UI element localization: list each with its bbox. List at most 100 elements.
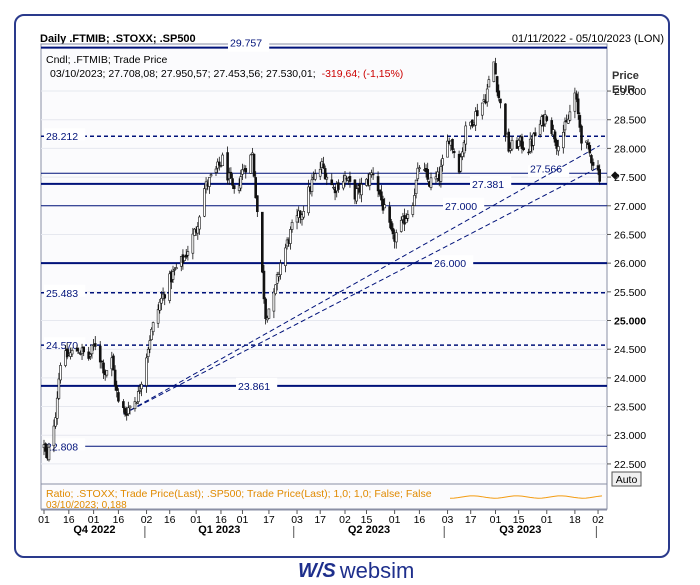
legend-change: -319,64; (-1,15%) <box>322 68 404 80</box>
candle-body <box>310 179 314 192</box>
level-label-bg <box>44 284 86 297</box>
level-label-bg <box>44 128 86 141</box>
candle-body <box>232 185 236 190</box>
x-tick-label: 01 <box>490 514 502 526</box>
candle-body <box>527 151 530 154</box>
candle-body <box>323 168 327 180</box>
candles <box>42 57 601 462</box>
x-tick-label: 16 <box>113 514 125 526</box>
candle-body <box>429 177 433 188</box>
candle-body <box>150 328 153 340</box>
candle-body <box>568 111 572 121</box>
y-tick-label: 22.500 <box>614 459 646 471</box>
candle-body <box>461 151 464 157</box>
y-tick-label: 26.000 <box>614 258 646 270</box>
level-label: 27.381 <box>472 179 504 191</box>
x-tick-label: 17 <box>314 514 326 526</box>
price-axis-label: Price <box>612 70 639 82</box>
candle-body <box>77 352 81 354</box>
candle-body <box>93 343 97 347</box>
x-tick-label: 01 <box>237 514 249 526</box>
x-tick-label: 02 <box>141 514 153 526</box>
level-label: 27.000 <box>445 201 477 213</box>
candle-body <box>360 184 363 196</box>
candle-body <box>275 274 279 284</box>
candle-body <box>98 345 102 363</box>
candle-body <box>464 125 468 145</box>
candle-body <box>75 347 79 352</box>
candle-body <box>168 273 171 301</box>
candle-body <box>265 317 269 321</box>
candle-body <box>413 195 416 206</box>
candle-body <box>462 142 466 154</box>
candle-body <box>231 178 234 186</box>
candle-body <box>135 402 138 404</box>
auto-button-frame[interactable] <box>611 471 642 487</box>
x-tick-label: 01 <box>88 514 100 526</box>
candle-body <box>376 176 380 192</box>
candle-body <box>371 173 375 176</box>
x-tick-label: 02 <box>339 514 351 526</box>
candle-body <box>209 174 213 177</box>
ratio-line <box>449 495 603 499</box>
candle-body <box>214 168 218 173</box>
candle-body <box>497 90 501 99</box>
y-tick-label: 26.500 <box>614 229 646 241</box>
candle-body <box>390 221 393 230</box>
candle-body <box>332 186 335 189</box>
candle-body <box>538 123 542 135</box>
candle-body <box>122 401 125 409</box>
x-tick-label: 03 <box>291 514 303 526</box>
auto-button[interactable]: Auto <box>611 471 642 487</box>
candle-body <box>391 228 395 235</box>
candle-body <box>251 152 254 155</box>
candle-body <box>272 291 276 312</box>
price-chart[interactable]: 29.757 28.212 27.566 27.381 27.000 26.000 25.4… <box>0 0 700 560</box>
candle-body <box>140 383 143 390</box>
candle-body <box>426 169 429 180</box>
websim-logo: W/S websim <box>292 558 421 584</box>
candle-body <box>173 269 176 271</box>
candle-body <box>198 216 201 230</box>
candle-body <box>494 63 497 75</box>
candle-body <box>404 218 408 224</box>
candle-body <box>59 365 62 381</box>
y-tick-label: 27.500 <box>614 172 646 184</box>
auto-button-label[interactable]: Auto <box>616 474 638 486</box>
candle-body <box>57 378 61 399</box>
candle-body <box>89 354 92 357</box>
websim-wordmark: websim <box>339 558 415 583</box>
candle-body <box>47 446 51 461</box>
level-label: 23.861 <box>238 381 270 393</box>
date-range: 01/11/2022 - 05/10/2023 (LON) <box>511 33 664 45</box>
x-tick-label: 16 <box>414 514 426 526</box>
candle-body <box>414 179 418 194</box>
candle-body <box>499 98 502 104</box>
candle-body <box>221 154 224 167</box>
y-tick-label: 25.500 <box>614 287 646 299</box>
candle-body <box>69 352 72 357</box>
candle-body <box>148 340 152 350</box>
candle-body <box>208 177 211 187</box>
level-label-bg <box>228 39 270 52</box>
candle-body <box>555 139 558 149</box>
candle-body <box>520 136 524 149</box>
level-label-bg <box>443 197 485 210</box>
legend-ohlc: 03/10/2023; 27.708,08; 27.950,57; 27.453… <box>50 68 403 80</box>
candle-body <box>218 161 221 166</box>
level-label: 26.000 <box>434 258 466 270</box>
quarter-label: Q2 2023 <box>348 524 390 536</box>
candle-body <box>125 413 128 416</box>
candle-body <box>485 88 489 103</box>
candle-body <box>55 397 59 419</box>
candle-body <box>184 254 188 258</box>
candle-body <box>476 110 479 116</box>
x-tick-label: 15 <box>513 514 525 526</box>
candle-body <box>318 168 322 177</box>
candle-body <box>337 182 340 190</box>
x-tick-label: 01 <box>38 514 50 526</box>
quarter-label: Q3 2023 <box>499 524 541 536</box>
level-label: 27.566 <box>530 163 562 175</box>
candle-body <box>219 165 223 167</box>
websim-logo-icon: W/S <box>298 559 336 582</box>
